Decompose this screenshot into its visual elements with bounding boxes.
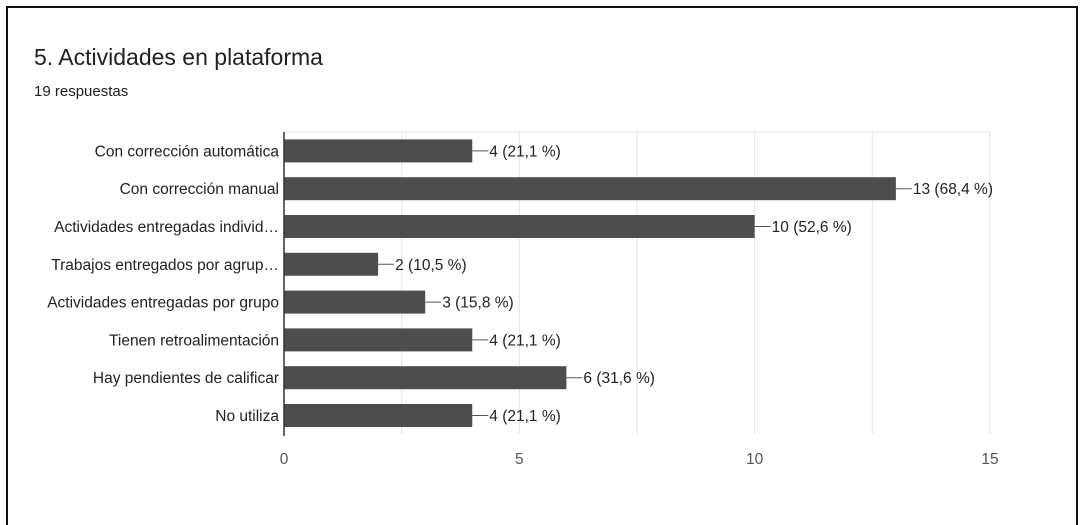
category-label: Con corrección automática — [95, 143, 280, 160]
data-label: 4 (21,1 %) — [489, 143, 561, 160]
x-tick-label: 5 — [515, 451, 524, 468]
data-label: 10 (52,6 %) — [772, 219, 852, 236]
bar-1 — [284, 139, 473, 163]
bar-5 — [284, 290, 426, 314]
question-card — [6, 6, 1078, 525]
category-label: Actividades entregadas individ… — [54, 219, 279, 236]
data-label: 6 (31,6 %) — [583, 370, 655, 387]
category-label: Hay pendientes de calificar — [93, 370, 279, 387]
category-label: Con corrección manual — [120, 181, 279, 198]
category-label: No utiliza — [215, 408, 279, 425]
category-label: Actividades entregadas por grupo — [47, 295, 279, 312]
x-tick-label: 10 — [746, 451, 764, 468]
bar-6 — [284, 328, 473, 352]
data-label: 4 (21,1 %) — [489, 332, 561, 349]
category-label: Tienen retroalimentación — [109, 332, 279, 349]
bar-7 — [284, 366, 567, 390]
data-label: 3 (15,8 %) — [442, 295, 514, 312]
x-tick-label: 15 — [981, 451, 998, 468]
question-title: 5. Actividades en plataforma — [34, 44, 323, 70]
data-label: 13 (68,4 %) — [913, 181, 993, 198]
data-label: 4 (21,1 %) — [489, 408, 561, 425]
data-label: 2 (10,5 %) — [395, 257, 467, 274]
x-tick-label: 0 — [280, 451, 289, 468]
bar-2 — [284, 177, 896, 201]
response-count: 19 respuestas — [34, 83, 129, 100]
category-label: Trabajos entregados por agrup… — [51, 257, 279, 274]
bar-4 — [284, 252, 379, 276]
bar-8 — [284, 404, 473, 427]
bar-3 — [284, 215, 755, 238]
